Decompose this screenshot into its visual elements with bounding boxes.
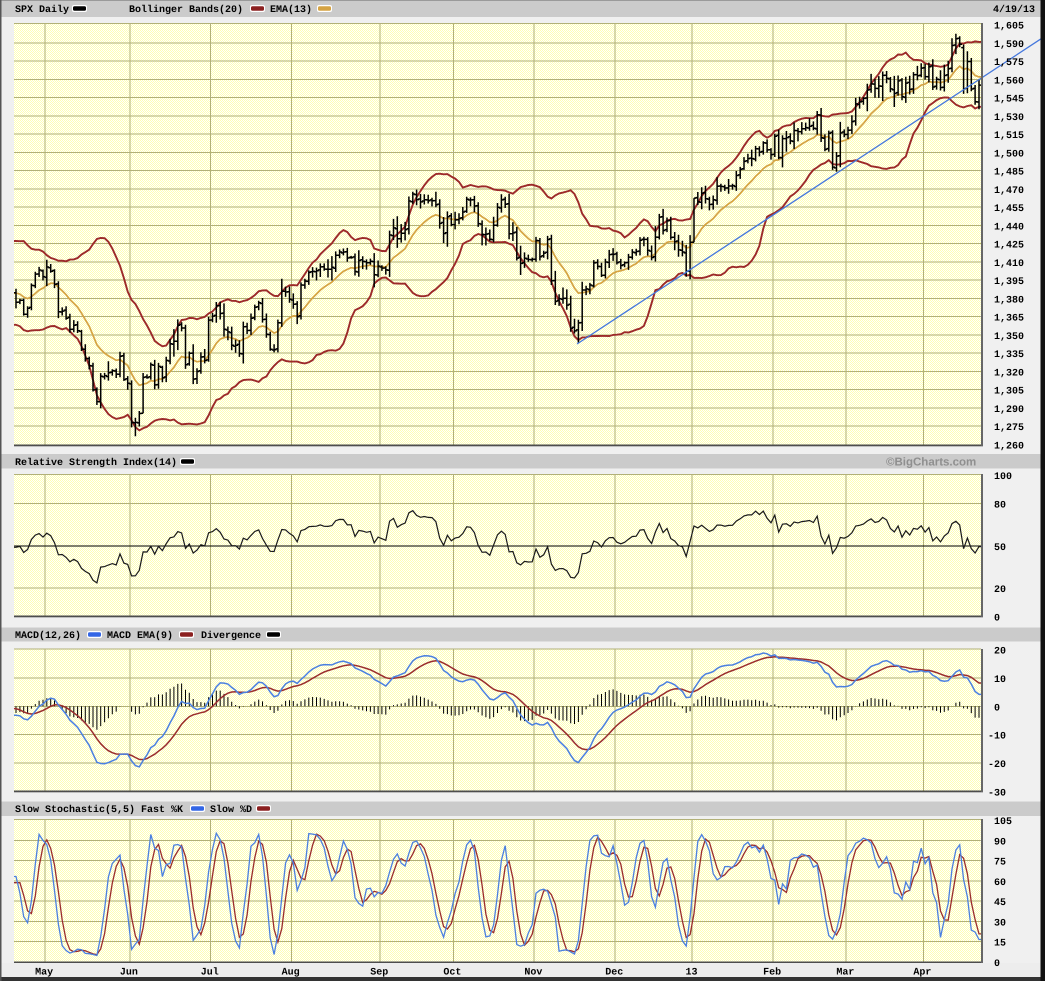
svg-text:1,560: 1,560 [994, 76, 1024, 87]
svg-text:1,515: 1,515 [994, 131, 1024, 142]
svg-text:1,440: 1,440 [994, 222, 1024, 233]
svg-text:1,380: 1,380 [994, 295, 1024, 306]
svg-text:Slow %D: Slow %D [210, 804, 252, 816]
svg-text:60: 60 [994, 878, 1006, 889]
svg-text:Jul: Jul [201, 967, 219, 979]
svg-text:1,485: 1,485 [994, 168, 1024, 179]
svg-text:90: 90 [994, 837, 1006, 848]
svg-text:20: 20 [994, 585, 1006, 596]
svg-text:15: 15 [994, 939, 1006, 950]
svg-text:1,575: 1,575 [994, 58, 1024, 69]
svg-text:Apr: Apr [913, 968, 931, 979]
svg-text:1,305: 1,305 [994, 387, 1024, 398]
svg-text:80: 80 [994, 500, 1006, 511]
svg-text:1,425: 1,425 [994, 241, 1024, 252]
svg-text:1,320: 1,320 [994, 368, 1024, 379]
svg-text:Bollinger Bands(20): Bollinger Bands(20) [129, 4, 243, 16]
svg-text:©BigCharts.com: ©BigCharts.com [886, 457, 976, 469]
svg-text:Jun: Jun [120, 968, 138, 979]
svg-text:0: 0 [994, 703, 1000, 714]
svg-text:Sep: Sep [370, 968, 388, 979]
svg-text:1,410: 1,410 [994, 259, 1024, 270]
svg-text:May: May [35, 968, 53, 979]
svg-text:SPX Daily: SPX Daily [15, 4, 69, 16]
svg-text:1,500: 1,500 [994, 149, 1024, 160]
svg-text:Mar: Mar [836, 968, 854, 979]
svg-text:50: 50 [994, 543, 1006, 554]
svg-text:Feb: Feb [763, 967, 781, 979]
svg-text:1,350: 1,350 [994, 332, 1024, 343]
svg-text:MACD EMA(9): MACD EMA(9) [107, 630, 173, 642]
svg-text:Relative Strength Index(14): Relative Strength Index(14) [15, 457, 177, 469]
svg-text:MACD(12,26): MACD(12,26) [15, 630, 81, 642]
svg-text:1,605: 1,605 [994, 22, 1024, 33]
svg-text:1,365: 1,365 [994, 314, 1024, 325]
svg-text:1,590: 1,590 [994, 40, 1024, 51]
svg-text:100: 100 [994, 472, 1012, 483]
svg-text:45: 45 [994, 898, 1006, 909]
svg-text:1,275: 1,275 [994, 423, 1024, 434]
svg-text:105: 105 [994, 817, 1012, 828]
svg-text:0: 0 [994, 959, 1000, 970]
svg-text:-20: -20 [988, 760, 1006, 771]
svg-text:30: 30 [994, 918, 1006, 929]
svg-text:1,455: 1,455 [994, 204, 1024, 215]
svg-text:EMA(13): EMA(13) [270, 4, 312, 16]
svg-text:-30: -30 [988, 789, 1006, 800]
svg-text:4/19/13: 4/19/13 [993, 4, 1035, 16]
svg-text:1,290: 1,290 [994, 405, 1024, 416]
svg-text:Nov: Nov [524, 968, 542, 979]
svg-text:0: 0 [994, 614, 1000, 625]
svg-text:Slow Stochastic(5,5) Fast %K: Slow Stochastic(5,5) Fast %K [15, 804, 183, 816]
svg-text:13: 13 [686, 968, 698, 979]
svg-text:1,545: 1,545 [994, 95, 1024, 106]
svg-text:10: 10 [994, 675, 1006, 686]
svg-text:1,470: 1,470 [994, 186, 1024, 197]
svg-text:1,395: 1,395 [994, 277, 1024, 288]
svg-text:Dec: Dec [605, 968, 623, 979]
svg-text:1,260: 1,260 [994, 442, 1024, 453]
svg-text:Oct: Oct [443, 968, 461, 979]
svg-text:1,335: 1,335 [994, 350, 1024, 361]
svg-text:1,530: 1,530 [994, 113, 1024, 124]
svg-text:20: 20 [994, 647, 1006, 658]
svg-text:75: 75 [994, 858, 1006, 869]
svg-text:Divergence: Divergence [201, 630, 261, 642]
svg-text:Aug: Aug [282, 968, 300, 979]
svg-text:-10: -10 [988, 732, 1006, 743]
